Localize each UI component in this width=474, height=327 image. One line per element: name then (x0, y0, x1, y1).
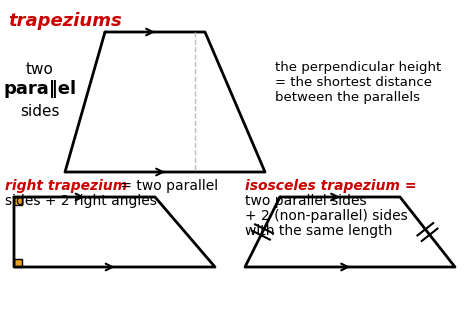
Text: the perpendicular height
= the shortest distance
between the parallels: the perpendicular height = the shortest … (275, 60, 441, 104)
Text: two: two (26, 61, 54, 77)
Text: with the same length: with the same length (245, 224, 392, 238)
Text: two parallel sides: two parallel sides (245, 194, 366, 208)
Polygon shape (14, 197, 22, 205)
Text: + 2 (non-parallel) sides: + 2 (non-parallel) sides (245, 209, 408, 223)
Text: trapeziums: trapeziums (8, 12, 122, 30)
Text: isosceles trapezium =: isosceles trapezium = (245, 179, 417, 193)
Text: sides + 2 right angles: sides + 2 right angles (5, 194, 157, 208)
Text: = two parallel: = two parallel (116, 179, 218, 193)
Text: right trapezium: right trapezium (5, 179, 127, 193)
Polygon shape (14, 259, 22, 267)
Text: sides: sides (20, 104, 60, 118)
Text: para‖el: para‖el (3, 80, 77, 98)
